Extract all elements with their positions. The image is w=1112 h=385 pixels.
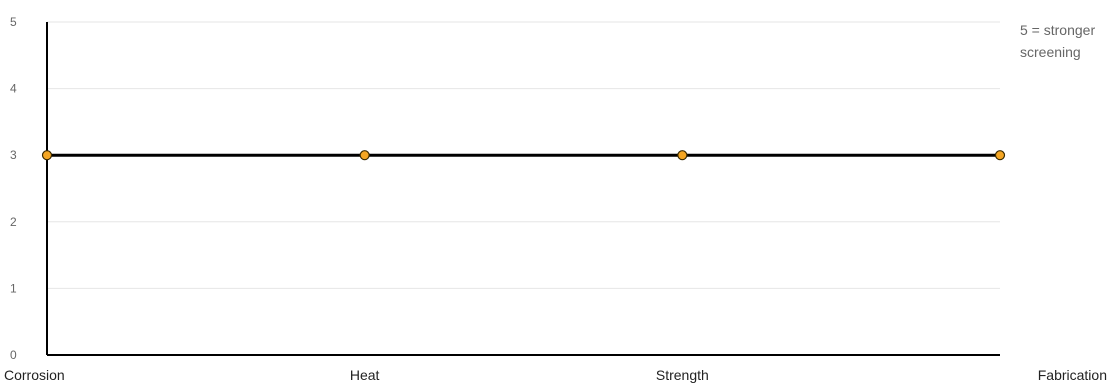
scale-note-line-1: 5 = stronger [1020,22,1095,38]
y-tick-label: 3 [10,148,17,162]
x-tick-label: Strength [656,367,709,383]
data-point [41,150,53,161]
y-tick-label: 4 [10,82,17,96]
y-tick-labels: 0 1 2 3 4 5 [10,15,17,362]
y-tick-label: 5 [10,15,17,29]
scale-note-line-2: screening [1020,44,1081,60]
y-tick-label: 1 [10,281,17,295]
x-tick-label: Fabrication [1038,367,1107,383]
x-tick-label: Heat [350,367,380,383]
series [41,150,1006,161]
x-tick-labels: Corrosion Heat Strength Fabrication [4,367,1107,383]
data-point [677,150,688,161]
scale-note: 5 = stronger screening [1020,22,1095,60]
x-tick-label: Corrosion [4,367,65,383]
axes [46,22,1000,356]
y-tick-label: 0 [10,348,17,362]
data-point [994,150,1006,161]
y-tick-label: 2 [10,215,17,229]
data-point [359,150,370,161]
